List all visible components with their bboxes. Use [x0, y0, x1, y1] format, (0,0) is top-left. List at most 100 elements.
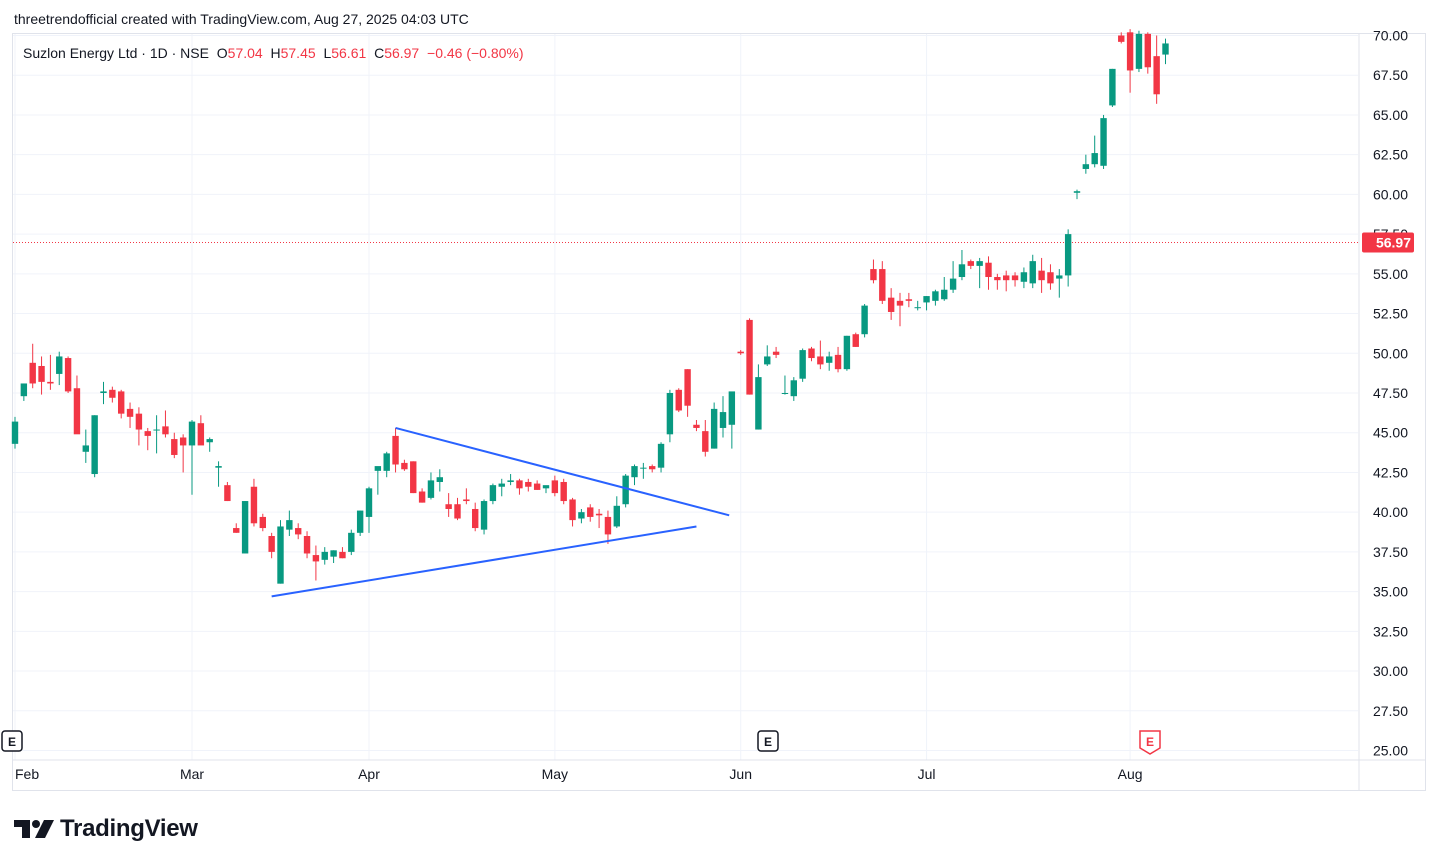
candle[interactable]: [206, 437, 213, 452]
candle[interactable]: [188, 420, 196, 495]
candle[interactable]: [1109, 68, 1116, 107]
candle[interactable]: [1011, 272, 1019, 287]
candle[interactable]: [472, 502, 479, 532]
candle[interactable]: [640, 462, 647, 479]
candle[interactable]: [330, 550, 337, 564]
candle[interactable]: [905, 292, 913, 308]
candle[interactable]: [1047, 264, 1054, 290]
candle[interactable]: [1100, 114, 1107, 169]
candle[interactable]: [790, 377, 797, 401]
candle[interactable]: [923, 296, 930, 311]
candle[interactable]: [852, 332, 859, 347]
candle[interactable]: [1029, 254, 1036, 289]
candle[interactable]: [179, 434, 187, 473]
candle[interactable]: [135, 407, 143, 446]
candle[interactable]: [268, 532, 275, 559]
candle[interactable]: [29, 343, 36, 389]
candle[interactable]: [542, 485, 550, 494]
candle[interactable]: [197, 415, 205, 446]
candle[interactable]: [82, 429, 89, 463]
candle[interactable]: [967, 259, 974, 270]
trendline-lower[interactable]: [271, 525, 697, 598]
candle[interactable]: [498, 478, 505, 497]
candle[interactable]: [144, 427, 151, 451]
candle[interactable]: [1064, 229, 1072, 287]
candle[interactable]: [870, 259, 877, 284]
candle[interactable]: [843, 335, 851, 371]
candle[interactable]: [250, 478, 258, 527]
candle[interactable]: [109, 386, 116, 403]
candle[interactable]: [595, 508, 603, 529]
candle[interactable]: [826, 351, 833, 371]
candle[interactable]: [861, 304, 868, 338]
candle[interactable]: [622, 474, 629, 508]
candle[interactable]: [454, 497, 461, 521]
trendline-upper[interactable]: [395, 426, 730, 517]
candle[interactable]: [383, 451, 390, 478]
candle[interactable]: [126, 402, 134, 428]
candle[interactable]: [525, 478, 532, 492]
candle[interactable]: [675, 388, 682, 413]
candle[interactable]: [737, 350, 744, 355]
candle[interactable]: [613, 496, 620, 529]
candle[interactable]: [1118, 32, 1125, 44]
candle[interactable]: [286, 510, 293, 536]
candle[interactable]: [728, 391, 736, 449]
candle[interactable]: [1038, 257, 1045, 293]
candle[interactable]: [1073, 189, 1081, 200]
candle[interactable]: [1153, 35, 1160, 104]
candle[interactable]: [533, 480, 541, 490]
candle[interactable]: [1135, 30, 1143, 73]
candle[interactable]: [1003, 270, 1010, 292]
candle[interactable]: [100, 381, 107, 405]
candle[interactable]: [799, 348, 806, 382]
candle[interactable]: [887, 288, 895, 320]
candle[interactable]: [834, 346, 842, 373]
candle[interactable]: [516, 478, 523, 495]
candle[interactable]: [463, 488, 470, 505]
candle[interactable]: [604, 510, 612, 544]
candle[interactable]: [631, 464, 638, 486]
candle[interactable]: [649, 464, 656, 473]
candle[interactable]: [38, 356, 45, 395]
candle[interactable]: [20, 383, 28, 401]
candle[interactable]: [958, 250, 966, 281]
candle[interactable]: [321, 547, 328, 565]
candle[interactable]: [1082, 154, 1090, 174]
candle[interactable]: [693, 420, 700, 432]
candle[interactable]: [941, 277, 948, 301]
candle[interactable]: [551, 475, 559, 497]
candle[interactable]: [932, 289, 939, 306]
tradingview-logo[interactable]: TradingView: [14, 815, 198, 843]
candle[interactable]: [215, 461, 222, 487]
candle[interactable]: [339, 547, 346, 559]
candle[interactable]: [1144, 32, 1151, 74]
candle[interactable]: [374, 466, 382, 495]
candle[interactable]: [1056, 269, 1063, 298]
candle[interactable]: [879, 261, 886, 305]
candle[interactable]: [392, 427, 399, 473]
candle[interactable]: [578, 508, 585, 524]
earnings-marker[interactable]: E: [1139, 730, 1161, 755]
candle[interactable]: [312, 545, 320, 581]
candle[interactable]: [746, 318, 753, 395]
candle[interactable]: [684, 369, 691, 417]
candle[interactable]: [56, 351, 63, 386]
candle[interactable]: [719, 396, 727, 438]
candle[interactable]: [162, 410, 169, 438]
candle[interactable]: [47, 354, 54, 390]
candle[interactable]: [489, 483, 497, 505]
candle[interactable]: [118, 389, 125, 419]
candle[interactable]: [781, 375, 789, 395]
candle[interactable]: [1020, 267, 1028, 289]
candle[interactable]: [224, 481, 231, 502]
candle[interactable]: [949, 261, 957, 293]
candle[interactable]: [241, 501, 249, 554]
candle[interactable]: [657, 442, 665, 473]
candle[interactable]: [153, 415, 160, 454]
candle[interactable]: [587, 504, 594, 522]
candle[interactable]: [365, 486, 373, 533]
candle[interactable]: [914, 300, 921, 311]
candle[interactable]: [480, 499, 488, 535]
